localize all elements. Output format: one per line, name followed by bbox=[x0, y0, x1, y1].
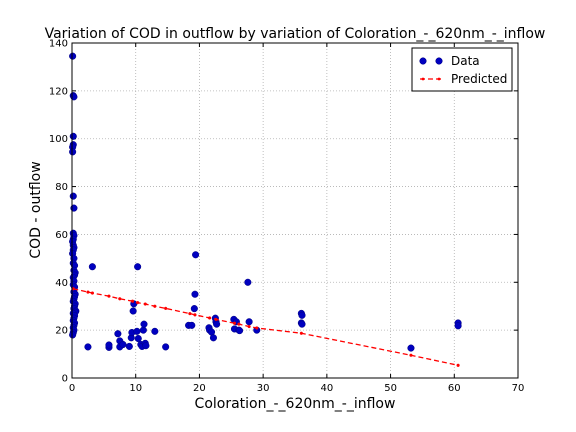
y-tick-label: 80 bbox=[55, 182, 68, 193]
data-point bbox=[134, 334, 142, 343]
predicted-point bbox=[247, 324, 251, 329]
predicted-point bbox=[299, 331, 303, 335]
data-point bbox=[69, 148, 77, 156]
predicted-point bbox=[118, 297, 122, 301]
y-tick-label: 100 bbox=[49, 134, 68, 145]
data-point bbox=[69, 52, 77, 60]
x-tick-label: 20 bbox=[193, 383, 206, 394]
predicted-line bbox=[73, 288, 459, 366]
legend-label-predicted: Predicted bbox=[451, 72, 507, 86]
legend-data-marker bbox=[435, 57, 443, 65]
predicted-point bbox=[456, 363, 460, 367]
y-tick-label: 0 bbox=[62, 374, 68, 385]
data-point bbox=[162, 343, 170, 351]
predicted-point bbox=[136, 301, 140, 305]
x-tick-label: 70 bbox=[512, 383, 525, 394]
data-point bbox=[88, 263, 96, 271]
x-tick-label: 10 bbox=[129, 383, 142, 394]
x-axis-label: Coloration_-_620nm_-_inflow bbox=[195, 396, 396, 412]
data-point bbox=[125, 342, 133, 350]
x-tick-label: 30 bbox=[257, 383, 270, 394]
predicted-point bbox=[130, 299, 135, 303]
predicted-point bbox=[214, 317, 218, 321]
data-point bbox=[188, 321, 196, 329]
data-point bbox=[454, 322, 462, 330]
predicted-point bbox=[232, 321, 237, 325]
data-point bbox=[213, 320, 221, 328]
plot-frame bbox=[71, 42, 519, 379]
legend-box bbox=[411, 47, 513, 92]
data-point bbox=[245, 318, 253, 326]
legend-data-marker bbox=[419, 57, 427, 65]
data-point bbox=[244, 278, 252, 286]
data-point bbox=[298, 320, 306, 328]
predicted-point bbox=[208, 316, 212, 320]
y-tick-label: 140 bbox=[49, 39, 68, 50]
legend-predicted-marker bbox=[421, 77, 425, 81]
y-axis-label: COD - outflow bbox=[28, 161, 44, 258]
predicted-point bbox=[143, 302, 147, 306]
data-point bbox=[139, 326, 147, 334]
data-point bbox=[129, 307, 137, 315]
data-point bbox=[191, 290, 199, 298]
plot-area bbox=[69, 52, 462, 367]
predicted-point bbox=[153, 304, 157, 308]
y-tick-label: 20 bbox=[55, 326, 68, 337]
predicted-point bbox=[409, 353, 413, 357]
predicted-point bbox=[193, 313, 197, 317]
data-point bbox=[84, 343, 92, 351]
x-tick-label: 40 bbox=[320, 383, 333, 394]
data-point bbox=[119, 340, 127, 349]
data-point bbox=[190, 305, 198, 313]
legend-label-data: Data bbox=[451, 54, 480, 68]
x-tick-label: 50 bbox=[384, 383, 397, 394]
predicted-point bbox=[90, 291, 94, 295]
legend-predicted-marker bbox=[437, 77, 441, 81]
predicted-point bbox=[255, 326, 259, 330]
data-point bbox=[133, 327, 141, 335]
predicted-point bbox=[107, 294, 111, 298]
data-point bbox=[209, 334, 217, 342]
data-point bbox=[69, 132, 77, 140]
data-point bbox=[69, 331, 77, 339]
predicted-point bbox=[237, 322, 241, 326]
y-tick-label: 60 bbox=[55, 230, 68, 241]
chart-title: Variation of COD in outflow by variation… bbox=[45, 26, 546, 42]
data-point bbox=[69, 192, 77, 200]
data-point bbox=[114, 330, 122, 338]
data-point bbox=[192, 251, 200, 259]
data-point bbox=[142, 342, 150, 350]
legend: Data Predicted bbox=[411, 47, 513, 92]
y-tick-label: 40 bbox=[55, 278, 68, 289]
grid bbox=[72, 43, 518, 378]
data-point bbox=[140, 320, 148, 328]
data-point bbox=[151, 327, 159, 335]
data-point bbox=[407, 344, 415, 352]
predicted-point bbox=[188, 312, 192, 316]
data-point bbox=[134, 263, 142, 271]
x-tick-label: 0 bbox=[69, 383, 75, 394]
data-point bbox=[236, 327, 244, 335]
data-point bbox=[298, 311, 306, 319]
x-tick-label: 60 bbox=[448, 383, 461, 394]
predicted-point bbox=[164, 306, 168, 310]
y-tick-label: 120 bbox=[49, 86, 68, 97]
data-point bbox=[105, 341, 113, 349]
predicted-point bbox=[86, 290, 90, 294]
